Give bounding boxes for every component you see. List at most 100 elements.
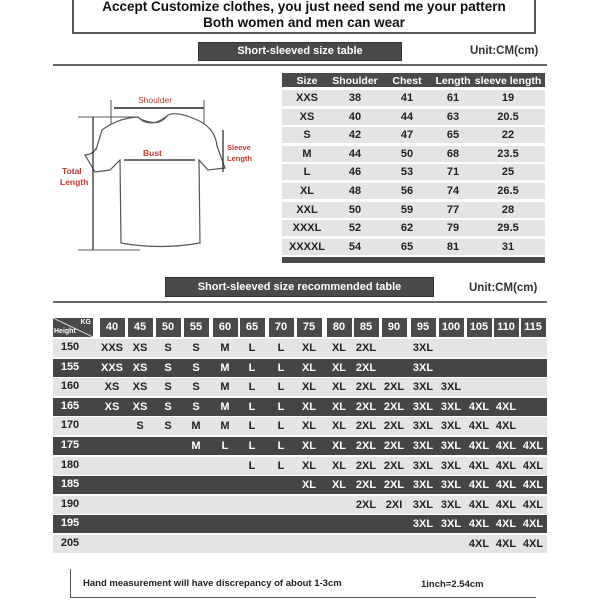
table-row: 160 XS XS S S M L L XL XL 2XL 2XL 3XL 3XL — [53, 378, 547, 397]
table-row: 155 XXS XS S S M L L XL XL 2XL 3XL — [53, 358, 547, 377]
size-cell: L — [248, 459, 256, 472]
height-cell: 165 — [60, 399, 80, 412]
table-cell: 47 — [400, 129, 414, 142]
weight-header: 95 — [410, 318, 436, 337]
table-cell: 68 — [446, 147, 460, 160]
size-cell: S — [192, 400, 200, 413]
weight-header: 40 — [99, 318, 125, 337]
table-cell: 71 — [446, 166, 460, 179]
size-cell: M — [220, 342, 230, 354]
table-cell: 25 — [501, 166, 515, 179]
size-cell: M — [191, 420, 201, 433]
size-cell: 2XL — [355, 400, 377, 413]
column-header: Chest — [392, 75, 422, 87]
table-cell: L — [303, 166, 311, 179]
table-row: M 44 50 68 23.5 — [282, 145, 545, 162]
divider — [53, 64, 547, 66]
total-length-label-2: Length — [60, 177, 88, 187]
table-cell: 22 — [501, 129, 515, 142]
size-cell: XL — [301, 420, 317, 433]
size-cell: 3XL — [412, 381, 434, 394]
size-cell: M — [220, 381, 230, 394]
size-cell: 3XL — [412, 440, 434, 452]
height-cell: 180 — [60, 458, 80, 471]
table-cell: 63 — [446, 110, 460, 123]
size-table-title: Short-sleeved size table — [198, 42, 402, 61]
header-line-2: Both women and men can wear — [203, 15, 405, 30]
size-cell: 4XL — [522, 479, 544, 492]
weight-header: 100 — [438, 318, 464, 337]
table-cell: XS — [299, 110, 315, 123]
size-cell: S — [136, 420, 144, 433]
corner-kg: KG — [80, 319, 92, 326]
weight-header: 60 — [212, 318, 238, 337]
table-cell: 46 — [348, 166, 362, 179]
size-cell: XL — [301, 342, 317, 354]
table-cell: 79 — [446, 222, 460, 235]
size-cell: 3XL — [412, 400, 434, 413]
size-cell: 2XL — [383, 459, 405, 472]
table-cell: 65 — [446, 129, 460, 142]
size-cell: XS — [104, 381, 120, 394]
table-cell: 19 — [501, 92, 515, 104]
height-cell: 170 — [60, 419, 80, 432]
table-cell: 38 — [348, 92, 362, 104]
size-cell: 2XL — [355, 498, 377, 511]
size-cell: L — [248, 400, 256, 413]
table-cell: 77 — [446, 203, 460, 216]
height-cell: 205 — [60, 537, 80, 549]
height-cell: 190 — [60, 497, 80, 510]
size-cell: XL — [301, 381, 317, 394]
corner-height: Height — [54, 328, 76, 335]
table-cell: XXS — [295, 92, 319, 104]
size-cell: XL — [331, 400, 347, 413]
size-cell: XL — [331, 479, 347, 492]
size-cell: 4XL — [468, 538, 490, 550]
table-cell: 42 — [348, 129, 362, 142]
size-cell: L — [277, 342, 285, 354]
table-cell: 28 — [501, 203, 515, 216]
size-cell: XL — [301, 479, 317, 492]
footer-note: Hand measurement will have discrepancy o… — [83, 578, 342, 589]
size-cell: 4XL — [495, 498, 517, 511]
size-cell: 4XL — [495, 400, 517, 413]
size-cell: 3XL — [440, 459, 462, 472]
size-cell: 4XL — [468, 420, 490, 433]
size-cell: S — [164, 342, 172, 354]
table-row: S 42 47 65 22 — [282, 127, 545, 144]
size-cell: XS — [132, 342, 148, 354]
table-row: 190 2XL 2XI 3XL 3XL 4XL 4XL 4XL — [53, 495, 547, 514]
size-cell: L — [248, 420, 256, 433]
weight-header: 110 — [493, 318, 519, 337]
size-cell: XS — [132, 381, 148, 394]
size-cell: 4XL — [495, 440, 517, 452]
weight-header: 75 — [296, 318, 322, 337]
size-cell: 2XL — [383, 479, 405, 492]
table-cell: XL — [299, 185, 315, 197]
size-cell: S — [192, 342, 200, 354]
table-row: 180 L L XL XL 2XL 2XL 3XL 3XL 4XL 4XL 4XL — [53, 456, 547, 475]
size-cell: XXS — [100, 342, 124, 354]
table-cell: S — [303, 129, 311, 142]
size-cell: XL — [301, 459, 317, 472]
size-cell: 2XL — [383, 440, 405, 452]
size-cell: 2XL — [355, 342, 377, 354]
size-cell: 2XI — [385, 498, 403, 511]
size-cell: 3XL — [440, 518, 462, 531]
table-cell: 44 — [400, 110, 414, 123]
size-cell: 2XL — [355, 479, 377, 492]
table-row: 150 XXS XS S S M L L XL XL 2XL 3XL — [53, 339, 547, 357]
footer-conversion: 1inch=2.54cm — [421, 579, 484, 590]
size-cell: 3XL — [440, 420, 462, 433]
table-row: XXXXL 54 65 81 31 — [282, 238, 545, 255]
table-cell: 26.5 — [497, 185, 519, 197]
size-cell: XS — [104, 400, 120, 413]
weight-header: 45 — [127, 318, 153, 337]
table-cell: 20.5 — [497, 110, 519, 123]
height-cell: 160 — [60, 380, 80, 393]
size-cell: L — [277, 420, 285, 433]
size-cell: 4XL — [522, 518, 544, 531]
table-cell: 59 — [400, 203, 414, 216]
weight-header: 80 — [326, 318, 352, 337]
size-cell: L — [277, 361, 285, 374]
